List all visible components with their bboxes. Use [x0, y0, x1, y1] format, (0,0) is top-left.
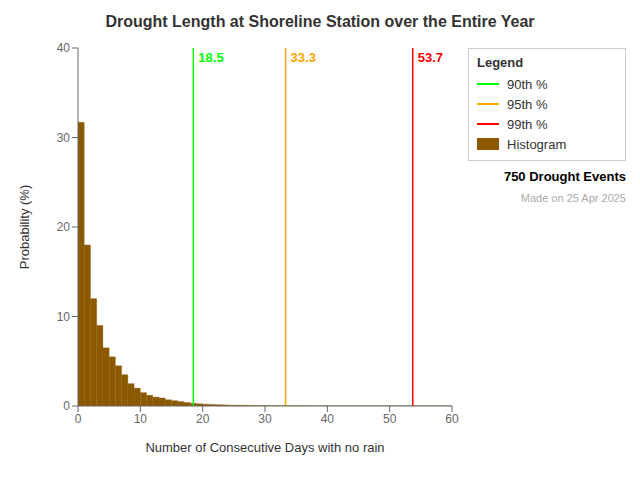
html-text:Histogram: Histogram [507, 136, 567, 152]
html-text:99th %: 99th % [507, 116, 548, 132]
svg-text:40: 40 [57, 41, 71, 55]
svg-text:40: 40 [321, 412, 335, 426]
svg-text:53.7: 53.7 [418, 50, 443, 65]
svg-text:60: 60 [445, 412, 459, 426]
svg-text:18.5: 18.5 [198, 50, 223, 65]
html-text:95th %: 95th % [507, 96, 548, 112]
svg-text:0: 0 [75, 412, 82, 426]
svg-text:Probability (%): Probability (%) [17, 185, 32, 270]
svg-text:20: 20 [196, 412, 210, 426]
svg-text:20: 20 [57, 220, 71, 234]
svg-text:10: 10 [57, 310, 71, 324]
svg-text:10: 10 [134, 412, 148, 426]
html-text:Drought Length at Shoreline St: Drought Length at Shoreline Station over… [105, 13, 535, 30]
html-text:Legend: Legend [477, 55, 524, 70]
svg-text:30: 30 [258, 412, 272, 426]
svg-text:30: 30 [57, 131, 71, 145]
svg-text:Number of Consecutive Days wit: Number of Consecutive Days with no rain [145, 440, 384, 455]
svg-text:33.3: 33.3 [291, 50, 316, 65]
svg-text:0: 0 [63, 399, 70, 413]
html-text:Made on 25 Apr 2025: Made on 25 Apr 2025 [520, 192, 626, 204]
html-text:90th %: 90th % [507, 76, 548, 92]
svg-text:50: 50 [383, 412, 397, 426]
html-text:750 Drought Events: 750 Drought Events [503, 169, 626, 184]
